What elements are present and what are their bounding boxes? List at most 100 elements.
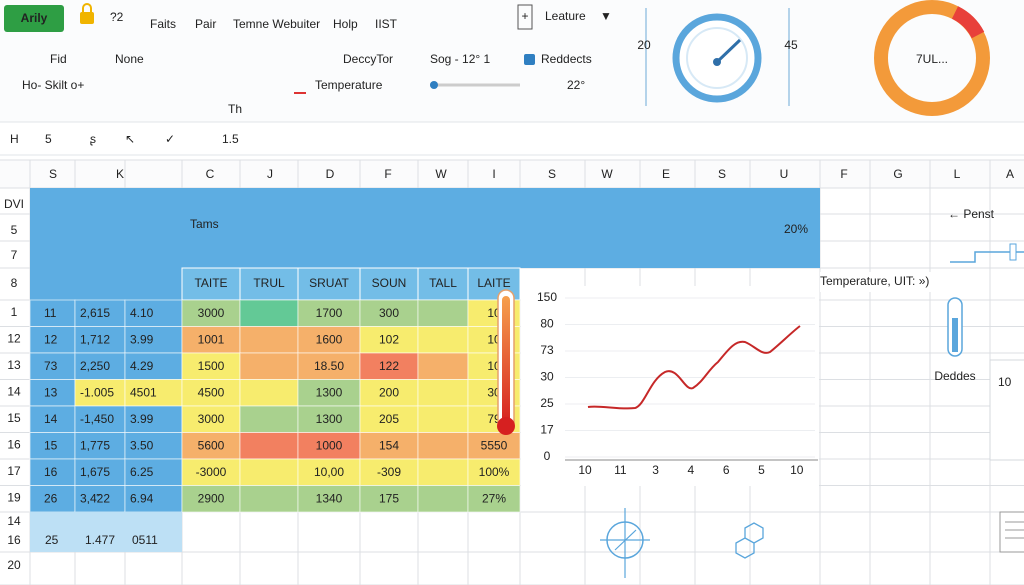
cell-text: 1,712: [80, 333, 110, 347]
cell-text: 3.50: [130, 439, 154, 453]
gauge-max: 45: [784, 38, 798, 52]
thermometer-fill: [502, 296, 510, 426]
column-header: E: [662, 167, 670, 181]
cell: [359, 485, 419, 513]
row-header: 12: [7, 332, 21, 346]
banner-value: 20%: [784, 222, 808, 236]
ribbon-control: Sog - 12° 1: [430, 52, 490, 66]
feature-box[interactable]: [517, 4, 533, 30]
column-header: W: [435, 167, 447, 181]
gauge-min: 20: [637, 38, 651, 52]
chart-y-label: 73: [540, 343, 554, 357]
column-header: U: [780, 167, 789, 181]
header-label: TALL: [429, 276, 457, 290]
cell: [74, 432, 126, 460]
total-text: 1.477: [85, 533, 115, 547]
cell: [359, 458, 419, 486]
app-button[interactable]: [4, 5, 64, 32]
cell-text: 3,4̃22: [80, 492, 110, 506]
cell-text: -1,450: [80, 412, 114, 426]
cell-text: 5550: [481, 439, 508, 453]
chart-x-label: 4: [688, 463, 695, 477]
group-label: Th: [228, 102, 242, 116]
cell: [29, 458, 76, 486]
banner: [30, 188, 820, 268]
cell: [239, 485, 299, 513]
cell-text: 300: [379, 306, 399, 320]
lock-icon: [80, 12, 94, 24]
cell-text: -309: [377, 465, 401, 479]
gauge-brackets: [645, 8, 790, 106]
cell-text: 2,615: [80, 306, 110, 320]
cell: [417, 458, 469, 486]
header-label: TRUL: [253, 276, 285, 290]
cell: [239, 432, 299, 460]
header-left: [30, 268, 182, 300]
header-cell: [297, 267, 361, 301]
gauge-inner: [686, 27, 748, 89]
cell: [29, 485, 76, 513]
formula-value: 1.5: [222, 132, 239, 146]
slider-knob[interactable]: [430, 81, 438, 89]
chart-x-label: 10: [578, 463, 592, 477]
cell-text: 26: [44, 492, 58, 506]
cell-text: 13: [44, 386, 58, 400]
cell: [359, 379, 419, 407]
cell-text: 6.25: [130, 465, 154, 479]
chart-y-label: 30: [540, 370, 554, 384]
formula-bar[interactable]: [0, 125, 1024, 155]
connector: [950, 251, 1024, 263]
ribbon-control: None: [115, 52, 144, 66]
donut-segment: [951, 6, 985, 39]
row-header: 15: [7, 411, 21, 425]
cell-text: 1340: [316, 492, 343, 506]
cell-text: 14: [44, 412, 58, 426]
cell: [181, 458, 241, 486]
cell-text: 102: [379, 333, 399, 347]
column-header: S: [548, 167, 556, 181]
cell-text: 16: [44, 465, 58, 479]
chart-x-label: 5: [758, 463, 765, 477]
chart-x-label: 11: [614, 463, 627, 477]
row-header: 14: [7, 385, 21, 399]
row-header: 20: [7, 558, 21, 572]
cell: [124, 405, 183, 433]
cell: [297, 379, 361, 407]
cell-text: 1000: [316, 439, 343, 453]
cell-text: 1600: [316, 333, 343, 347]
cell: [239, 352, 299, 380]
ribbon-control: Reddects: [541, 52, 592, 66]
column-header: D: [326, 167, 335, 181]
cell: [74, 458, 126, 486]
cell-text: 4.10: [130, 306, 154, 320]
cell-text: 4501: [130, 386, 157, 400]
cell: [467, 458, 521, 486]
column-header: F: [384, 167, 391, 181]
menu-item: Temne Webuiter: [233, 17, 320, 31]
caret: ▼: [600, 9, 612, 23]
cell-text: 1300: [316, 412, 343, 426]
connector-node: [1009, 243, 1017, 261]
cell-text: 6.94: [130, 492, 154, 506]
column-header: C: [206, 167, 215, 181]
checkbox[interactable]: [524, 54, 535, 65]
row-header: 19: [7, 491, 21, 505]
formula-tool: 5: [45, 132, 52, 146]
cell-text: 122: [379, 359, 399, 373]
donut: [874, 0, 990, 116]
panel-value: 10: [998, 375, 1012, 389]
side-caption: Temperature, UIT: »): [820, 274, 929, 288]
cell: [359, 432, 419, 460]
cell-text: 73: [44, 359, 58, 373]
column-header: L: [954, 167, 961, 181]
caption-bg: [820, 272, 938, 292]
feature-label: Leature: [545, 9, 586, 23]
banner-title: Tams: [190, 217, 219, 231]
total-row: [30, 512, 182, 552]
cell: [29, 379, 76, 407]
chart-x-label: 3: [652, 463, 659, 477]
plus-icon: +: [521, 9, 528, 23]
cell: [124, 485, 183, 513]
column-header: F: [840, 167, 847, 181]
